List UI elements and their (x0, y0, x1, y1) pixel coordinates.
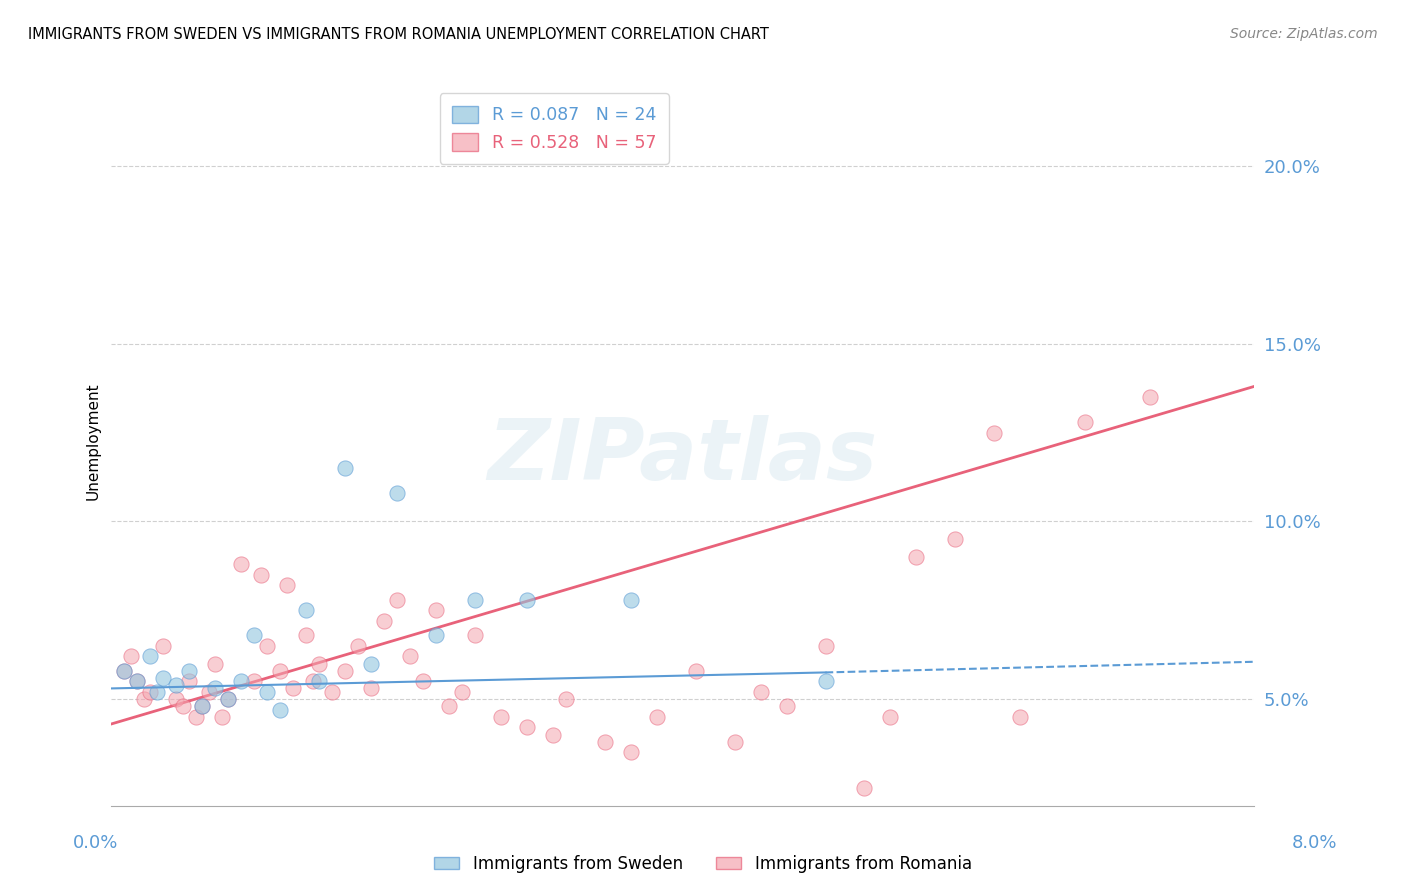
Text: 0.0%: 0.0% (73, 834, 118, 852)
Point (775, 699, 797, 714)
Point (127, 674, 149, 689)
Point (243, 628, 266, 642)
Point (347, 639, 370, 653)
Point (853, 780, 876, 795)
Point (146, 685, 169, 699)
Point (217, 692, 239, 706)
Point (814, 674, 837, 689)
Point (204, 657, 226, 671)
Point (269, 664, 291, 678)
Point (385, 486, 408, 500)
Point (1139, 390, 1161, 404)
Point (333, 461, 356, 475)
Point (112, 664, 135, 678)
Point (516, 721, 538, 735)
Point (723, 735, 745, 749)
Point (139, 649, 162, 664)
Point (295, 603, 318, 617)
Point (197, 685, 219, 699)
Point (1010, 710, 1032, 724)
Point (879, 710, 901, 724)
Text: 8.0%: 8.0% (1292, 834, 1337, 852)
Point (905, 549, 928, 564)
Point (211, 710, 233, 724)
Point (554, 692, 576, 706)
Point (425, 603, 447, 617)
Point (620, 592, 643, 607)
Point (256, 639, 278, 653)
Point (437, 699, 460, 714)
Point (301, 674, 323, 689)
Point (191, 699, 214, 714)
Point (943, 533, 966, 547)
Point (385, 592, 408, 607)
Point (399, 649, 422, 664)
Point (217, 692, 239, 706)
Point (685, 664, 707, 678)
Point (516, 592, 538, 607)
Point (165, 692, 187, 706)
Point (464, 628, 486, 642)
Point (645, 710, 668, 724)
Point (333, 664, 356, 678)
Point (231, 557, 253, 571)
Point (1074, 415, 1097, 429)
Point (204, 681, 226, 696)
Point (489, 710, 512, 724)
Point (243, 674, 266, 689)
Point (425, 628, 447, 642)
Point (269, 703, 291, 717)
Text: Source: ZipAtlas.com: Source: ZipAtlas.com (1230, 27, 1378, 41)
Point (983, 425, 1005, 440)
Point (120, 649, 142, 664)
Point (308, 674, 330, 689)
Point (127, 674, 149, 689)
Point (749, 685, 772, 699)
Point (179, 664, 201, 678)
Point (814, 639, 837, 653)
Point (256, 685, 278, 699)
Point (184, 710, 207, 724)
Point (593, 735, 616, 749)
Y-axis label: Unemployment: Unemployment (86, 383, 100, 500)
Legend: Immigrants from Sweden, Immigrants from Romania: Immigrants from Sweden, Immigrants from … (427, 848, 979, 880)
Point (179, 674, 201, 689)
Point (132, 692, 155, 706)
Point (464, 592, 486, 607)
Point (152, 671, 174, 685)
Point (620, 745, 643, 759)
Point (321, 685, 343, 699)
Point (172, 699, 194, 714)
Point (249, 567, 271, 582)
Point (308, 657, 330, 671)
Point (412, 674, 434, 689)
Text: ZIPatlas: ZIPatlas (488, 415, 877, 498)
Point (276, 578, 298, 592)
Point (152, 639, 174, 653)
Text: IMMIGRANTS FROM SWEDEN VS IMMIGRANTS FROM ROMANIA UNEMPLOYMENT CORRELATION CHART: IMMIGRANTS FROM SWEDEN VS IMMIGRANTS FRO… (28, 27, 769, 42)
Point (165, 678, 187, 692)
Point (139, 685, 162, 699)
Point (373, 614, 395, 628)
Point (283, 681, 305, 696)
Legend: R = 0.087   N = 24, R = 0.528   N = 57: R = 0.087 N = 24, R = 0.528 N = 57 (440, 94, 669, 164)
Point (360, 657, 382, 671)
Point (451, 685, 474, 699)
Point (541, 728, 564, 742)
Point (295, 628, 318, 642)
Point (191, 699, 214, 714)
Point (360, 681, 382, 696)
Point (231, 674, 253, 689)
Point (112, 664, 135, 678)
